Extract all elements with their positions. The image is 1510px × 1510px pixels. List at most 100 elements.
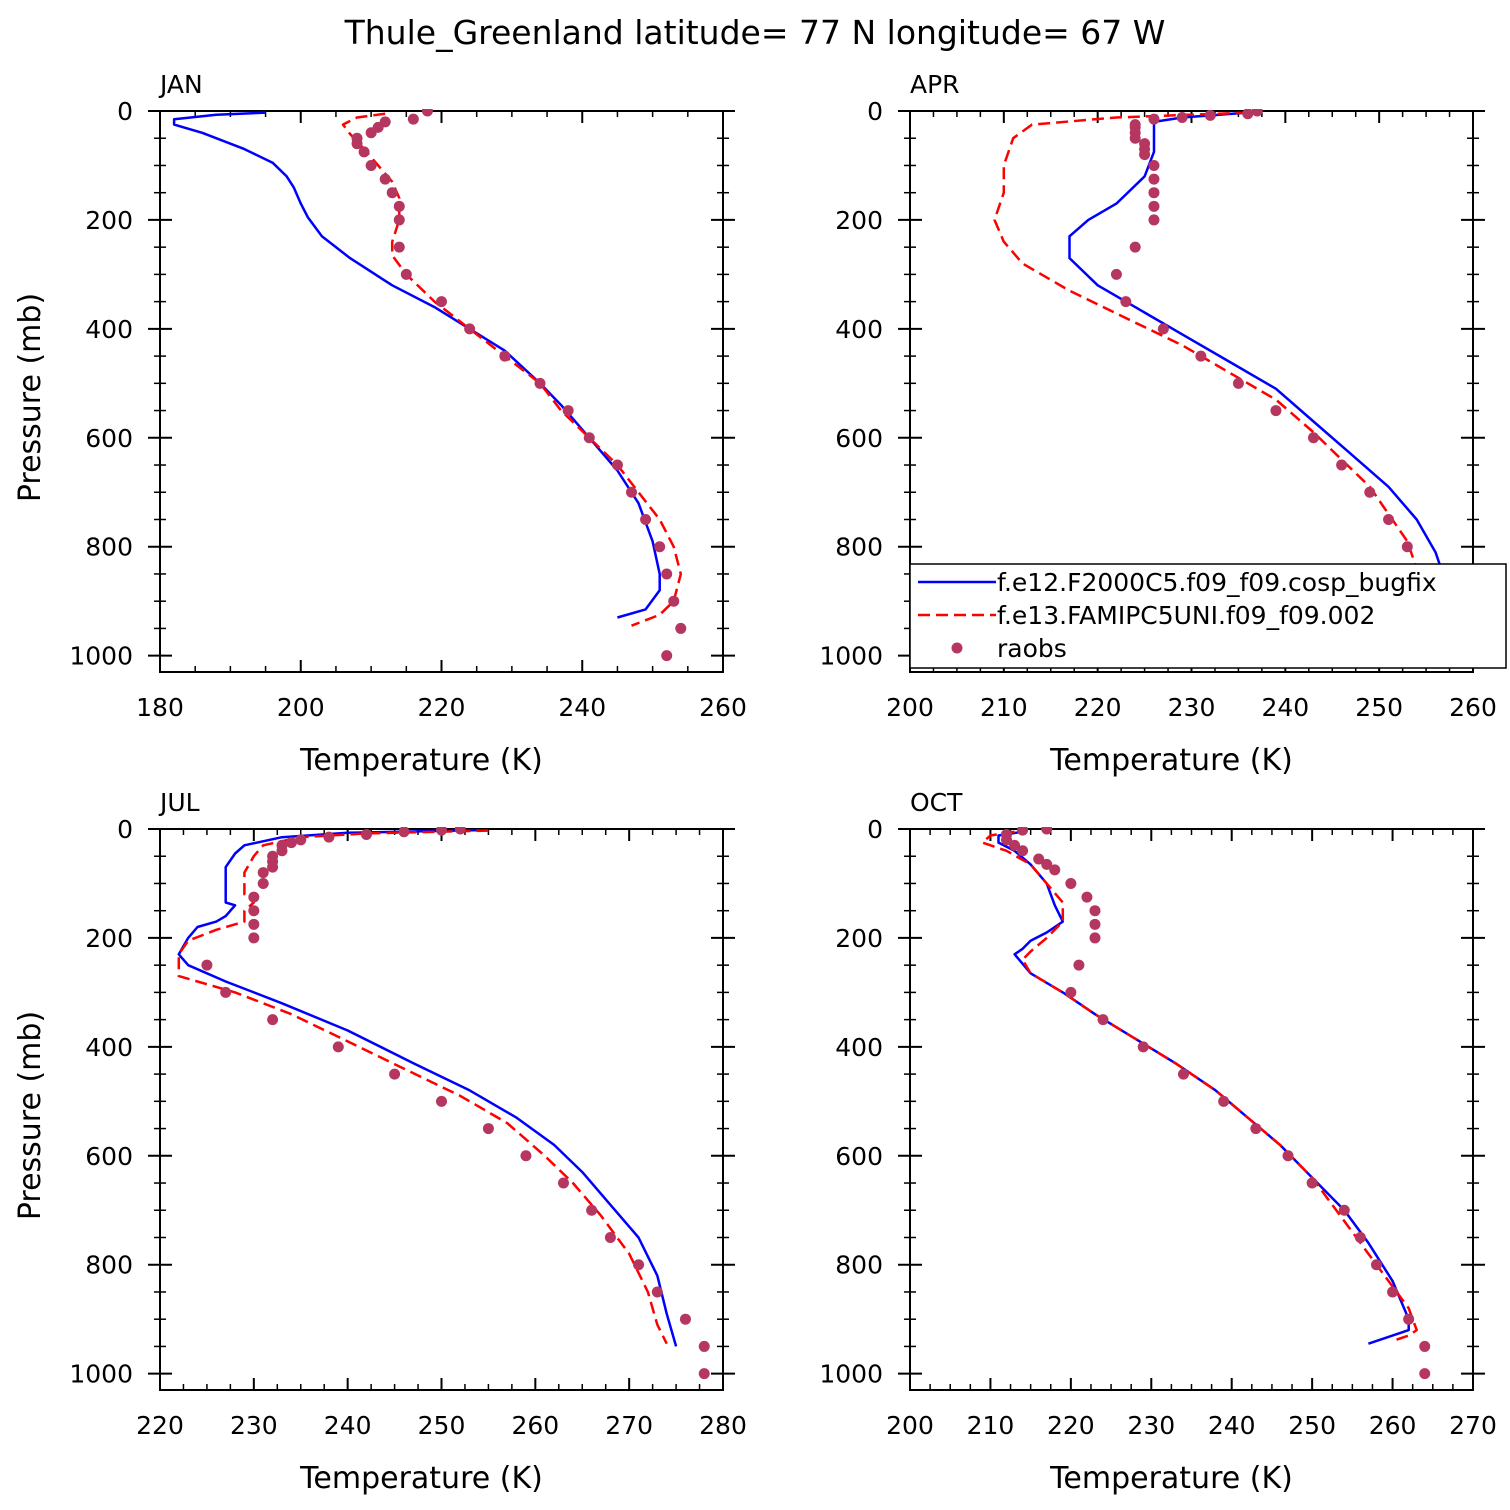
y-tick-label: 1000 [69, 642, 133, 671]
raobs-point [698, 1340, 710, 1352]
raobs-point [386, 187, 398, 199]
raobs-point [1009, 839, 1021, 851]
raobs-point [1204, 109, 1216, 121]
raobs-point [1017, 845, 1029, 857]
raobs-point [1139, 149, 1151, 161]
raobs-point [668, 595, 680, 607]
legend-label: raobs [997, 634, 1067, 663]
x-tick-label: 270 [605, 1411, 653, 1440]
y-tick-label: 200 [85, 924, 133, 953]
raobs-point [248, 891, 260, 903]
x-tick-label: 260 [1369, 1411, 1417, 1440]
y-tick-label: 0 [117, 97, 133, 126]
y-tick-label: 600 [835, 424, 883, 453]
raobs-point [1129, 132, 1141, 144]
raobs-point [1148, 214, 1160, 226]
y-tick-label: 600 [835, 1142, 883, 1171]
x-tick-label: 270 [1449, 1411, 1497, 1440]
raobs-point [1250, 1123, 1262, 1135]
raobs-point [1049, 864, 1061, 876]
raobs-point [285, 837, 297, 849]
series-line-famipc5 [993, 111, 1418, 622]
raobs-point [358, 146, 370, 158]
raobs-point [1251, 109, 1263, 117]
panel-title: JUL [158, 788, 200, 817]
series-line-f2000c5 [172, 111, 661, 619]
series-line-famipc5 [177, 829, 668, 1345]
raobs-point [365, 159, 377, 171]
raobs-point [220, 986, 232, 998]
y-tick-label: 800 [85, 1251, 133, 1280]
raobs-point [626, 486, 638, 498]
panel-jan: JAN 180 200 220 240 260 0 200 400 600 800 1000 Tempe… [13, 70, 747, 778]
raobs-point [257, 877, 269, 889]
raobs-point [295, 834, 307, 846]
raobs-point [661, 568, 673, 580]
raobs-point [360, 828, 372, 840]
series-line-f2000c5 [1068, 111, 1447, 627]
y-tick-label: 0 [867, 97, 883, 126]
raobs-point [323, 831, 335, 843]
legend-label: f.e12.F2000C5.f09_f09.cosp_bugfix [997, 568, 1437, 597]
x-tick-label: 200 [886, 693, 934, 722]
raobs-point [257, 867, 269, 879]
x-tick-label: 260 [511, 1411, 559, 1440]
raobs-point [1148, 159, 1160, 171]
y-tick-label: 400 [85, 1033, 133, 1062]
panel-title: JAN [158, 70, 203, 99]
raobs-point [436, 296, 447, 308]
legend: f.e12.F2000C5.f09_f09.cosp_bugfix f.e13.F… [909, 563, 1507, 669]
x-tick-label: 240 [324, 1411, 372, 1440]
raobs-point [248, 905, 260, 917]
raobs-point [379, 173, 391, 185]
y-tick-label: 200 [835, 206, 883, 235]
x-axis-label: Temperature (K) [299, 1461, 543, 1496]
raobs-point [1148, 173, 1160, 185]
raobs-point [1364, 486, 1376, 498]
y-tick-label: 1000 [819, 1360, 883, 1389]
raobs-point [436, 827, 447, 836]
raobs-point [1033, 853, 1045, 865]
y-tick-label: 400 [835, 315, 883, 344]
raobs-point [1387, 1286, 1399, 1298]
raobs-point [1041, 827, 1053, 835]
raobs-point [611, 459, 623, 471]
x-tick-label: 240 [1261, 693, 1309, 722]
raobs-point [1383, 513, 1395, 525]
legend-swatch-marker [951, 642, 963, 654]
raobs-point [1307, 432, 1319, 444]
y-axis-label: Pressure (mb) [13, 293, 48, 502]
raobs-point [1120, 296, 1132, 308]
y-tick-label: 800 [85, 533, 133, 562]
raobs-point [640, 513, 652, 525]
raobs-point [1232, 377, 1244, 389]
panel-jul: JUL 220 230 240 250 260 270 280 0 200 400 600 800 100… [13, 788, 747, 1496]
raobs-point [1041, 858, 1053, 870]
raobs-point [1419, 1368, 1431, 1380]
x-tick-label: 200 [277, 693, 325, 722]
x-tick-label: 260 [699, 693, 747, 722]
raobs-point [393, 214, 405, 226]
raobs-point [651, 1286, 663, 1298]
x-tick-label: 230 [230, 1411, 278, 1440]
legend-label: f.e13.FAMIPC5UNI.f09_f09.002 [997, 601, 1375, 630]
raobs-point [365, 127, 377, 139]
y-tick-label: 1000 [819, 642, 883, 671]
plot-frame [159, 110, 724, 673]
y-tick-label: 0 [117, 815, 133, 844]
y-tick-label: 600 [85, 424, 133, 453]
x-tick-label: 210 [980, 693, 1028, 722]
raobs-point [1110, 268, 1122, 280]
panel-title: APR [910, 70, 960, 99]
raobs-point [534, 377, 546, 389]
raobs-point [332, 1041, 344, 1053]
raobs-point [1401, 541, 1413, 553]
panels: JAN 180 200 220 240 260 0 200 400 600 800 1000 Tempe… [13, 70, 1497, 1496]
x-axis-label: Temperature (K) [299, 743, 543, 778]
raobs-point [482, 1123, 494, 1135]
x-tick-label: 220 [418, 693, 466, 722]
plot-data [172, 109, 687, 662]
raobs-point [1282, 1150, 1294, 1162]
raobs-point [1177, 1068, 1189, 1080]
panel-title: OCT [910, 788, 963, 817]
